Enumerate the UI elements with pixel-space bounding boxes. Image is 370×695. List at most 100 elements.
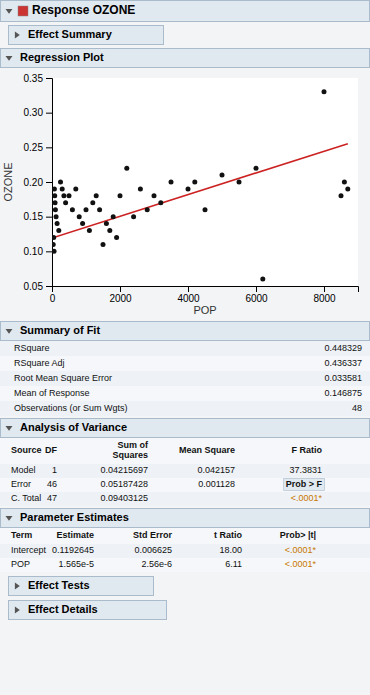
- x-tick-label: 4000: [177, 293, 200, 304]
- plot-background: [52, 78, 358, 286]
- section-heading[interactable]: Parameter Estimates: [20, 511, 129, 523]
- section-heading[interactable]: Effect Details: [28, 603, 98, 615]
- y-tick: 0.10: [24, 246, 52, 257]
- table-cell: Mean of Response: [14, 388, 90, 398]
- section-heading[interactable]: Analysis of Variance: [20, 421, 127, 433]
- column-header: Prob> |t|: [280, 530, 316, 540]
- section-heading[interactable]: Effect Tests: [28, 579, 90, 591]
- disclosure-triangle[interactable]: [15, 607, 20, 614]
- column-header: Estimate: [56, 530, 94, 540]
- y-axis-title: OZONE: [2, 162, 14, 201]
- y-tick-label: 0.35: [24, 73, 44, 84]
- collapsed-section[interactable]: Effect Tests: [9, 577, 154, 596]
- table-cell: Root Mean Square Error: [14, 373, 112, 383]
- scatter-point: [61, 193, 66, 198]
- scatter-point: [63, 200, 68, 205]
- column-header: Sum ofSquares: [112, 440, 149, 460]
- y-tick-label: 0.10: [24, 246, 44, 257]
- section-header-background: [1, 322, 370, 341]
- scatter-point: [104, 221, 109, 226]
- scatter-point: [53, 207, 58, 212]
- scatter-point: [70, 207, 75, 212]
- scatter-point: [118, 193, 123, 198]
- scatter-point: [97, 207, 102, 212]
- scatter-point: [342, 180, 347, 185]
- collapsed-section[interactable]: Effect Summary: [9, 26, 164, 45]
- disclosure-triangle[interactable]: [6, 329, 13, 334]
- x-tick-mark: [324, 286, 325, 292]
- column-header: Term: [11, 530, 32, 540]
- collapsed-section[interactable]: Effect Details: [9, 601, 167, 620]
- section-heading[interactable]: Effect Summary: [28, 28, 113, 40]
- scatter-point: [322, 89, 327, 94]
- disclosure-triangle[interactable]: [15, 583, 20, 590]
- disclosure-triangle[interactable]: [6, 426, 13, 431]
- table: RSquare0.448329RSquare Adj0.436337Root M…: [0, 341, 370, 416]
- table-cell: 0.1192645: [52, 545, 94, 555]
- scatter-point: [67, 193, 72, 198]
- column-header: Mean Square: [179, 445, 235, 455]
- y-tick-label: 0.05: [24, 281, 44, 292]
- column-header: F Ratio: [292, 445, 323, 455]
- y-tick: 0.05: [24, 281, 52, 292]
- y-tick-mark: [46, 78, 52, 79]
- y-tick-mark: [46, 182, 52, 183]
- y-tick-label: 0.15: [24, 211, 44, 222]
- y-tick-mark: [46, 217, 52, 218]
- table-cell: 0.448329: [324, 343, 362, 353]
- scatter-point: [169, 180, 174, 185]
- scatter-point: [58, 180, 63, 185]
- table-row: [0, 478, 370, 492]
- table-cell: POP: [11, 559, 30, 569]
- x-tick-label: 2000: [109, 293, 132, 304]
- scatter-point: [52, 235, 56, 240]
- top-bar: Response OZONE: [1, 1, 370, 22]
- section-heading[interactable]: Summary of Fit: [20, 324, 100, 336]
- section-heading[interactable]: Regression Plot: [20, 51, 104, 63]
- x-tick-label: 0: [50, 293, 56, 304]
- scatter-point: [101, 242, 106, 247]
- table-cell: <.0001*: [285, 559, 317, 569]
- disclosure-triangle[interactable]: [15, 32, 20, 39]
- table-cell: 0.05187428: [100, 479, 148, 489]
- disclosure-triangle[interactable]: [6, 9, 13, 14]
- table: TermEstimateStd Errort RatioProb> |t|Int…: [0, 528, 370, 572]
- scatter-point: [52, 249, 57, 254]
- scatter-point: [152, 193, 157, 198]
- disclosure-triangle[interactable]: [6, 516, 13, 521]
- x-tick-mark: [120, 286, 121, 292]
- scatter-point: [90, 200, 95, 205]
- y-tick-mark: [46, 113, 52, 114]
- table-row: [0, 371, 370, 386]
- scatter-point: [77, 214, 82, 219]
- table-row: [0, 558, 370, 572]
- y-tick-label: 0.25: [24, 142, 44, 153]
- scatter-point: [56, 228, 61, 233]
- section-header-background: [1, 509, 370, 528]
- table-row: [0, 386, 370, 401]
- disclosure-triangle[interactable]: [6, 56, 13, 61]
- table-row: [0, 401, 370, 416]
- table-cell: 0.033581: [324, 373, 362, 383]
- scatter-point: [111, 214, 116, 219]
- section-header: Regression Plot: [1, 49, 370, 68]
- y-tick: 0.25: [24, 142, 52, 153]
- scatter-point: [339, 193, 344, 198]
- table-cell: 0.006625: [134, 545, 172, 555]
- collapsed-section-box[interactable]: [9, 26, 164, 45]
- x-tick: 0: [50, 286, 56, 304]
- y-tick: 0.20: [24, 177, 52, 188]
- y-tick: 0.15: [24, 211, 52, 222]
- table-cell: <.0001*: [285, 545, 317, 555]
- scatter-point: [220, 173, 225, 178]
- scatter-point: [53, 200, 58, 205]
- section-header-background: [1, 419, 370, 438]
- table-cell: 0.04215697: [100, 465, 148, 475]
- collapsed-section-box[interactable]: [9, 577, 154, 596]
- table-row: [0, 464, 370, 478]
- scatter-point: [87, 228, 92, 233]
- table-cell: RSquare: [14, 343, 50, 353]
- x-axis: 02000400060008000: [50, 286, 359, 304]
- y-tick-mark: [46, 251, 52, 252]
- collapsed-section-box[interactable]: [9, 601, 167, 620]
